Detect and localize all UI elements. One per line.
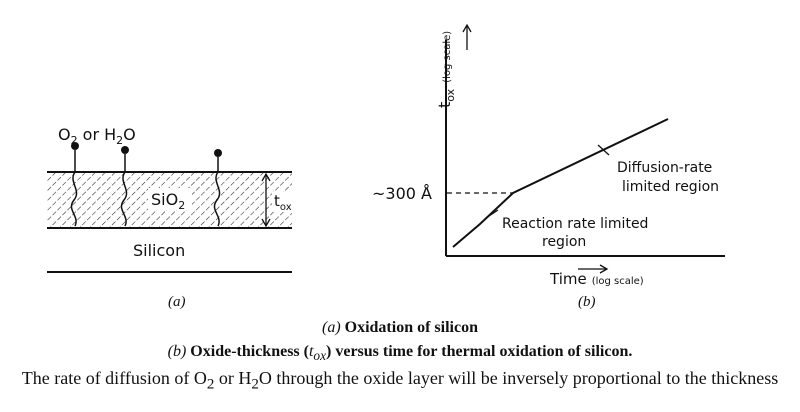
oxide-growth-curve bbox=[452, 118, 669, 248]
substrate-label: Silicon bbox=[133, 241, 185, 260]
thickness-dimension: tox bbox=[261, 172, 294, 228]
molecule-1 bbox=[70, 142, 79, 227]
diffusion-annotation-line2: limited region bbox=[622, 179, 719, 195]
reaction-annotation-line1: Reaction rate limited bbox=[502, 216, 648, 232]
reaction-annotation-line2: region bbox=[542, 234, 586, 250]
caption-a: (a) Oxidation of silicon bbox=[0, 319, 800, 337]
marker-value: ~300 Å bbox=[372, 184, 432, 203]
body-text-sub1: 2 bbox=[206, 376, 215, 393]
panel-b: tox(log scale) ~300 Å Diffusion-rate lim… bbox=[372, 23, 725, 310]
caption-a-text: Oxidation of silicon bbox=[340, 319, 478, 336]
panel-a-label: (a) bbox=[168, 294, 186, 310]
caption-b-tag: (b) bbox=[167, 343, 187, 360]
molecule-label: O2 or H2O bbox=[58, 125, 136, 147]
body-text: The rate of diffusion of O2 or H2O throu… bbox=[0, 368, 800, 394]
panel-a: O2 or H2O SiO2 tox Silicon (a) bbox=[47, 125, 294, 310]
molecule-3 bbox=[213, 149, 222, 227]
diffusion-leader bbox=[597, 144, 610, 156]
oxide-label: SiO2 bbox=[151, 190, 185, 212]
y-axis-label: tox(log scale) bbox=[435, 31, 457, 108]
body-text-sub2: 2 bbox=[251, 376, 259, 393]
caption-a-tag: (a) bbox=[321, 319, 341, 336]
body-text-part1: The rate of diffusion of O bbox=[21, 368, 207, 388]
caption-b-text-2: ) versus time for thermal oxidation of s… bbox=[326, 343, 633, 360]
caption-b-text-1: Oxide-thickness ( bbox=[186, 343, 309, 360]
x-axis-label: Time (log scale) bbox=[549, 270, 644, 288]
body-text-part2: or H bbox=[214, 368, 252, 388]
caption-b-sub: ox bbox=[313, 348, 327, 364]
caption-b-t: t bbox=[308, 343, 314, 360]
panel-b-label: (b) bbox=[578, 294, 596, 310]
molecule-2 bbox=[120, 146, 129, 227]
body-text-part3: O through the oxide layer will be invers… bbox=[258, 368, 779, 388]
reaction-leader bbox=[485, 209, 499, 219]
caption-b: (b) Oxide-thickness (tox) versus time fo… bbox=[0, 343, 800, 364]
svg-text:tox: tox bbox=[274, 192, 292, 213]
diffusion-annotation-line1: Diffusion-rate bbox=[617, 160, 712, 176]
